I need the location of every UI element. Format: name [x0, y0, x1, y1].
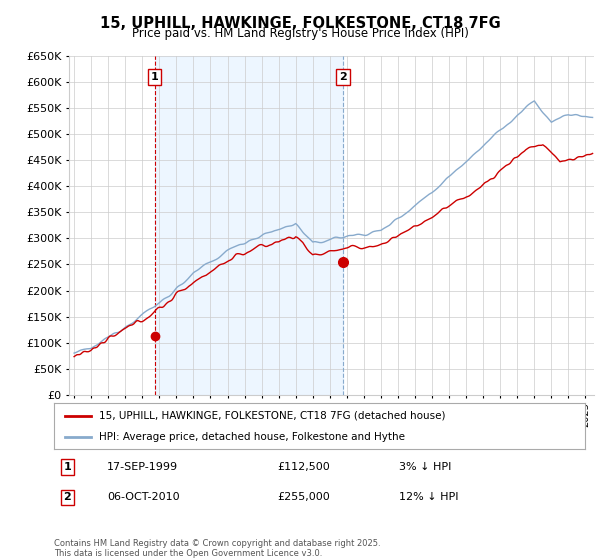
Text: 2: 2 — [64, 492, 71, 502]
Text: £112,500: £112,500 — [277, 462, 330, 472]
Text: 17-SEP-1999: 17-SEP-1999 — [107, 462, 178, 472]
Text: 2: 2 — [339, 72, 347, 82]
Text: £255,000: £255,000 — [277, 492, 330, 502]
Text: 1: 1 — [151, 72, 158, 82]
Text: 3% ↓ HPI: 3% ↓ HPI — [399, 462, 452, 472]
Text: HPI: Average price, detached house, Folkestone and Hythe: HPI: Average price, detached house, Folk… — [99, 432, 405, 442]
Text: 12% ↓ HPI: 12% ↓ HPI — [399, 492, 458, 502]
Text: 15, UPHILL, HAWKINGE, FOLKESTONE, CT18 7FG (detached house): 15, UPHILL, HAWKINGE, FOLKESTONE, CT18 7… — [99, 410, 446, 421]
Text: 06-OCT-2010: 06-OCT-2010 — [107, 492, 180, 502]
Bar — [155, 56, 343, 395]
Text: 1: 1 — [64, 462, 71, 472]
Text: 15, UPHILL, HAWKINGE, FOLKESTONE, CT18 7FG: 15, UPHILL, HAWKINGE, FOLKESTONE, CT18 7… — [100, 16, 500, 31]
Text: Contains HM Land Registry data © Crown copyright and database right 2025.
This d: Contains HM Land Registry data © Crown c… — [54, 539, 380, 558]
Text: Price paid vs. HM Land Registry's House Price Index (HPI): Price paid vs. HM Land Registry's House … — [131, 27, 469, 40]
